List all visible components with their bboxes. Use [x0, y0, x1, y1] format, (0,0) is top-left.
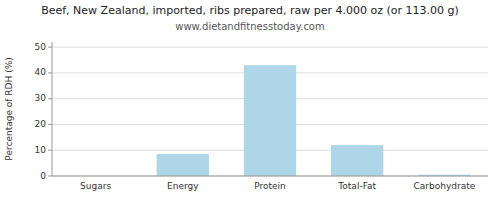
y-tick-label: 30 [35, 93, 47, 103]
bar [331, 145, 383, 176]
x-axis: Sugars Energy Protein Total-Fat Carbohydrate [80, 181, 476, 191]
y-tick [48, 47, 52, 48]
y-tick [48, 176, 52, 177]
chart-container: Beef, New Zealand, imported, ribs prepar… [0, 0, 500, 200]
y-tick-label: 50 [35, 42, 47, 52]
y-tick-label: 0 [40, 171, 46, 181]
grid-line [52, 47, 488, 48]
grid-line [52, 176, 488, 177]
y-axis-label: Percentage of RDH (%) [4, 57, 14, 160]
chart-svg: Beef, New Zealand, imported, ribs prepar… [0, 0, 500, 200]
subtitle: www.dietandfitnesstoday.com [175, 21, 324, 32]
x-axis-line [52, 176, 488, 177]
y-tick-label: 40 [35, 67, 47, 77]
x-tick-label: Carbohydrate [414, 181, 476, 191]
bar [244, 65, 296, 176]
bars [157, 65, 471, 176]
grid [52, 47, 488, 176]
title: Beef, New Zealand, imported, ribs prepar… [41, 4, 459, 17]
x-tick-label: Energy [167, 181, 199, 191]
x-tick-label: Total-Fat [337, 181, 376, 191]
y-tick-label: 20 [35, 119, 47, 129]
y-tick [48, 72, 52, 73]
y-tick [48, 150, 52, 151]
y-tick [48, 124, 52, 125]
y-tick-label: 10 [35, 145, 47, 155]
x-tick-label: Protein [254, 181, 286, 191]
bar [157, 154, 209, 176]
y-axis-line [52, 42, 53, 176]
y-axis: 0 10 20 30 40 50 [35, 42, 52, 181]
y-tick [48, 98, 52, 99]
x-tick-label: Sugars [80, 181, 111, 191]
